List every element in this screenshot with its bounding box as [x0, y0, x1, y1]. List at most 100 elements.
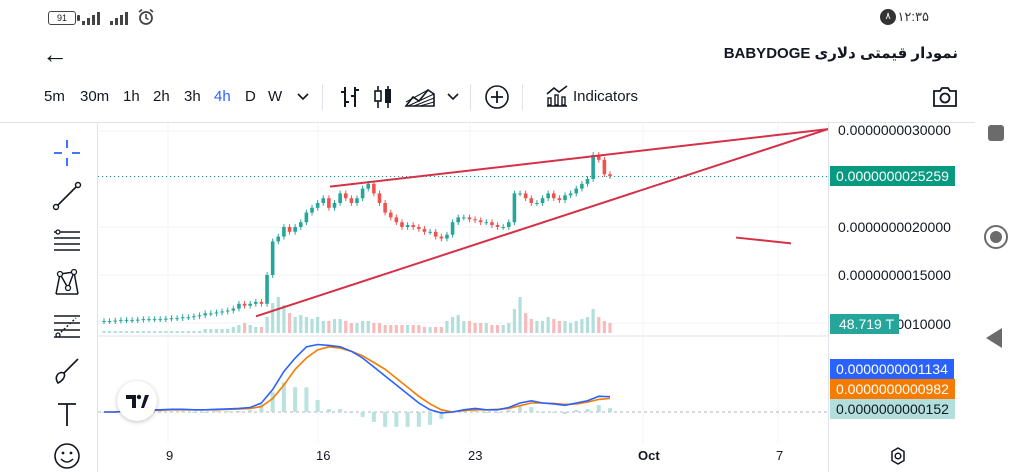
- candle: [512, 193, 517, 223]
- candle: [596, 155, 601, 160]
- volume-bar: [546, 317, 550, 333]
- volume-bar: [214, 329, 219, 333]
- candle: [585, 179, 590, 184]
- candle: [450, 222, 455, 235]
- volume-bar: [332, 319, 337, 333]
- brush-icon[interactable]: [52, 355, 82, 385]
- candle: [467, 217, 472, 220]
- macd-histogram-bar: [608, 408, 612, 412]
- time-tick-label: Oct: [638, 448, 660, 463]
- volume-bar: [574, 321, 578, 333]
- candle: [608, 174, 612, 177]
- candle: [242, 303, 247, 306]
- trendline-upper: [329, 128, 828, 188]
- volume-bar: [512, 309, 517, 333]
- candle: [293, 227, 297, 232]
- candle: [433, 231, 438, 237]
- tradingview-logo-icon: [126, 394, 149, 408]
- tradingview-logo: [117, 381, 157, 421]
- candle: [518, 193, 522, 195]
- timeframe-3h[interactable]: 3h: [184, 88, 201, 105]
- candle: [383, 203, 387, 213]
- volume-bar: [349, 323, 353, 333]
- candle: [602, 159, 607, 175]
- chevron-down-icon[interactable]: [446, 90, 460, 104]
- histogram-value-badge: 0.0000000000152: [830, 399, 955, 419]
- candle: [270, 241, 275, 275]
- time-tick-label: 7: [776, 448, 784, 463]
- bar-chart-type-icon[interactable]: [337, 84, 363, 110]
- crosshair-icon[interactable]: [52, 138, 82, 168]
- add-icon[interactable]: [484, 84, 510, 110]
- candle: [411, 225, 416, 227]
- recent-apps-icon[interactable]: [988, 125, 1004, 141]
- price-tick-label: 0.0000000020000: [838, 219, 951, 235]
- volume-bar: [535, 321, 539, 333]
- macd-histogram-bar: [383, 412, 388, 427]
- macd-histogram-bar: [203, 412, 208, 413]
- indicators-icon: [546, 85, 568, 107]
- nav-back-icon[interactable]: [986, 328, 1002, 348]
- macd-histogram-bar: [394, 412, 399, 427]
- volume-bar: [484, 323, 488, 333]
- trendline-lower: [255, 128, 828, 318]
- timeframe-30m[interactable]: 30m: [80, 88, 110, 105]
- timeframe-d[interactable]: D: [245, 88, 256, 105]
- timeframe-2h[interactable]: 2h: [153, 88, 170, 105]
- area-chart-type-icon[interactable]: [404, 84, 436, 110]
- volume-bar: [102, 331, 106, 333]
- macd-histogram-bar: [338, 409, 343, 412]
- candle: [225, 310, 230, 312]
- candle: [237, 303, 241, 309]
- macd-histogram-bar: [585, 409, 590, 412]
- fib-levels-icon[interactable]: [52, 312, 82, 342]
- home-icon[interactable]: [984, 225, 1008, 249]
- volume-bar: [287, 313, 292, 333]
- candle: [473, 219, 477, 221]
- timeframe-w[interactable]: W: [268, 88, 283, 105]
- volume-bar: [591, 309, 595, 333]
- macd-histogram-bar: [158, 411, 163, 413]
- left-panel-border: [97, 123, 98, 472]
- volume-bar: [569, 323, 573, 333]
- candle: [557, 198, 562, 201]
- volume-bar: [557, 321, 561, 333]
- candle: [315, 203, 320, 208]
- candlestick-chart-type-icon[interactable]: [370, 84, 396, 110]
- timeframe-1h[interactable]: 1h: [123, 88, 140, 105]
- candle: [327, 198, 331, 208]
- toolbar-bottom-border: [0, 122, 975, 123]
- volume-bar: [422, 327, 427, 333]
- macd-histogram-bar: [236, 411, 241, 413]
- emoji-icon[interactable]: [52, 441, 82, 471]
- volume-bar: [608, 323, 612, 333]
- macd-histogram-bar: [506, 410, 511, 412]
- price-chart[interactable]: [98, 123, 828, 472]
- macd-histogram-bar: [315, 400, 320, 412]
- settings-icon[interactable]: [888, 446, 908, 466]
- volume-bar: [248, 325, 252, 333]
- chevron-down-icon[interactable]: [296, 90, 310, 104]
- candle: [574, 188, 579, 194]
- trend-line-icon[interactable]: [52, 181, 82, 211]
- volume-bar: [456, 315, 460, 333]
- candle: [360, 188, 365, 199]
- volume-bar: [552, 319, 556, 333]
- pattern-icon[interactable]: [52, 268, 82, 298]
- horizontal-lines-icon[interactable]: [52, 225, 82, 255]
- volume-bar: [175, 331, 179, 333]
- macd-histogram-bar: [495, 412, 500, 413]
- candle: [540, 198, 545, 203]
- candle: [394, 217, 399, 223]
- timeframe-5m[interactable]: 5m: [44, 88, 65, 105]
- volume-bar: [406, 325, 410, 333]
- text-tool-icon[interactable]: [52, 399, 82, 429]
- camera-icon[interactable]: [931, 84, 959, 110]
- back-arrow-icon[interactable]: ←: [42, 39, 68, 69]
- candle: [338, 193, 342, 203]
- macd-histogram-bar: [563, 412, 568, 414]
- macd-histogram-bar: [225, 411, 230, 413]
- volume-bar: [265, 317, 269, 333]
- volume-bar: [136, 331, 140, 333]
- timeframe-4h[interactable]: 4h: [214, 88, 231, 105]
